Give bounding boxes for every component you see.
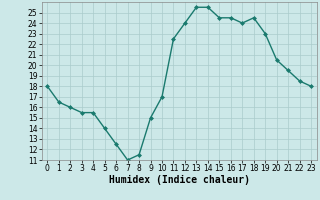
X-axis label: Humidex (Indice chaleur): Humidex (Indice chaleur): [109, 175, 250, 185]
